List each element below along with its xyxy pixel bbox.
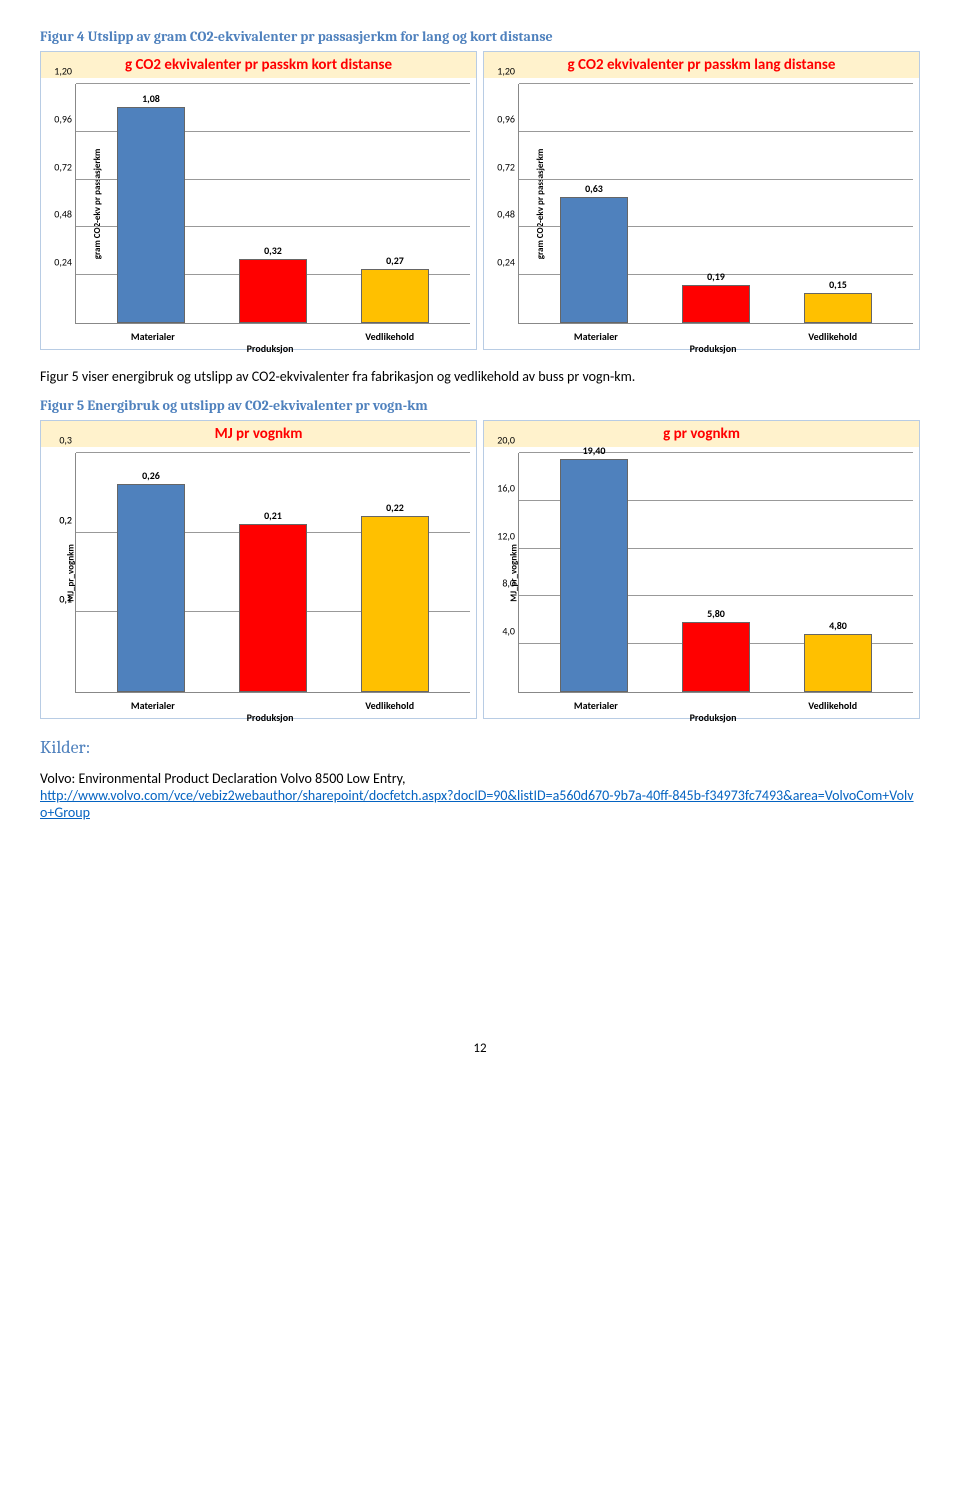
bar bbox=[117, 484, 185, 692]
bar bbox=[239, 259, 307, 323]
bars-area: 0,63 0,19 0,15 bbox=[519, 84, 913, 323]
ytick-label: 1,20 bbox=[46, 65, 72, 78]
bar-wrap: 0,22 bbox=[344, 501, 446, 692]
bar-wrap: 1,08 bbox=[100, 92, 202, 323]
chart-plot: gram CO2-ekv pr passasjerkm 0,240,480,72… bbox=[75, 84, 470, 324]
bar-value-label: 0,19 bbox=[707, 270, 725, 283]
figure-5-heading: Figur 5 Energibruk og utslipp av CO2-ekv… bbox=[40, 397, 920, 414]
x-axis-labels: Materialer Produksjon Vedlikehold bbox=[518, 699, 913, 712]
source-line: Volvo: Environmental Product Declaration… bbox=[40, 770, 920, 821]
ytick-label: 1,20 bbox=[489, 65, 515, 78]
ytick-label: 0,48 bbox=[489, 208, 515, 221]
chart-title: MJ pr vognkm bbox=[41, 421, 476, 447]
bar bbox=[560, 197, 628, 323]
chart-plot: MJ_pr_vognkm 4,08,012,016,020,019,405,80… bbox=[518, 453, 913, 693]
source-text: Volvo: Environmental Product Declaration… bbox=[40, 770, 406, 787]
ytick-label: 0,2 bbox=[46, 513, 72, 526]
bar-value-label: 0,63 bbox=[585, 182, 603, 195]
bar-value-label: 5,80 bbox=[707, 607, 725, 620]
bar-wrap: 0,26 bbox=[100, 469, 202, 692]
bar bbox=[560, 459, 628, 692]
bar-wrap: 19,40 bbox=[543, 444, 645, 692]
ytick-label: 8,0 bbox=[489, 577, 515, 590]
chart-lang-distanse: g CO2 ekvivalenter pr passkm lang distan… bbox=[483, 51, 920, 350]
ytick-label: 0,1 bbox=[46, 593, 72, 606]
x-label: Vedlikehold bbox=[365, 699, 414, 712]
x-label: Produksjon bbox=[247, 342, 294, 355]
x-axis-labels: Materialer Produksjon Vedlikehold bbox=[518, 330, 913, 343]
bar-wrap: 4,80 bbox=[787, 619, 889, 692]
x-label: Produksjon bbox=[690, 711, 737, 724]
bars-area: 1,08 0,32 0,27 bbox=[76, 84, 470, 323]
figure-4-heading: Figur 4 Utslipp av gram CO2-ekvivalenter… bbox=[40, 28, 920, 45]
chart-title: g pr vognkm bbox=[484, 421, 919, 447]
ytick-label: 20,0 bbox=[489, 434, 515, 447]
x-label: Produksjon bbox=[247, 711, 294, 724]
x-label: Materialer bbox=[131, 699, 175, 712]
bar-wrap: 0,27 bbox=[344, 254, 446, 323]
bar-wrap: 0,21 bbox=[222, 509, 324, 692]
bars-area: 19,405,804,80 bbox=[519, 453, 913, 692]
page-number: 12 bbox=[40, 1041, 920, 1056]
charts-row-2: MJ pr vognkm MJ_pr_vognkm 0,10,10,20,20,… bbox=[40, 420, 920, 719]
chart-title: g CO2 ekvivalenter pr passkm lang distan… bbox=[484, 52, 919, 78]
bar bbox=[682, 285, 750, 323]
bar-value-label: 0,22 bbox=[386, 501, 404, 514]
bar-value-label: 0,15 bbox=[829, 278, 847, 291]
bar-value-label: 4,80 bbox=[829, 619, 847, 632]
charts-row-1: g CO2 ekvivalenter pr passkm kort distan… bbox=[40, 51, 920, 350]
x-label: Materialer bbox=[574, 330, 618, 343]
chart-g-vognkm: g pr vognkm MJ_pr_vognkm 4,08,012,016,02… bbox=[483, 420, 920, 719]
x-label: Vedlikehold bbox=[365, 330, 414, 343]
bar-value-label: 0,27 bbox=[386, 254, 404, 267]
x-label: Vedlikehold bbox=[808, 699, 857, 712]
bar-wrap: 5,80 bbox=[665, 607, 767, 692]
ytick-label: 0,72 bbox=[46, 160, 72, 173]
bar-wrap: 0,32 bbox=[222, 244, 324, 323]
bar-value-label: 1,08 bbox=[142, 92, 160, 105]
source-link[interactable]: http://www.volvo.com/vce/vebiz2webauthor… bbox=[40, 787, 914, 821]
ytick-label: 0,48 bbox=[46, 208, 72, 221]
y-axis-label: MJ_pr_vognkm bbox=[508, 544, 519, 602]
sources-heading: Kilder: bbox=[40, 737, 920, 758]
ytick-label: 0,3 bbox=[46, 434, 72, 447]
bar-wrap: 0,19 bbox=[665, 270, 767, 323]
bar-value-label: 0,26 bbox=[142, 469, 160, 482]
bar bbox=[804, 634, 872, 692]
chart-plot: gram CO2-ekv pr passasjerkm 0,240,480,72… bbox=[518, 84, 913, 324]
bar-value-label: 0,21 bbox=[264, 509, 282, 522]
ytick-label: 0,96 bbox=[489, 112, 515, 125]
ytick-label: 12,0 bbox=[489, 529, 515, 542]
chart-kort-distanse: g CO2 ekvivalenter pr passkm kort distan… bbox=[40, 51, 477, 350]
bar-value-label: 19,40 bbox=[583, 444, 606, 457]
ytick-label: 0,72 bbox=[489, 160, 515, 173]
bar-wrap: 0,15 bbox=[787, 278, 889, 323]
x-axis-labels: Materialer Produksjon Vedlikehold bbox=[75, 699, 470, 712]
bars-area: 0,26 0,21 0,22 bbox=[76, 453, 470, 692]
bar bbox=[361, 269, 429, 323]
ytick-label: 0,96 bbox=[46, 112, 72, 125]
chart-plot: MJ_pr_vognkm 0,10,10,20,20,30,260,210,22 bbox=[75, 453, 470, 693]
bar bbox=[682, 622, 750, 692]
ytick-label: 0,24 bbox=[489, 256, 515, 269]
bar bbox=[361, 516, 429, 692]
bar bbox=[804, 293, 872, 323]
x-axis-labels: Materialer Produksjon Vedlikehold bbox=[75, 330, 470, 343]
x-label: Vedlikehold bbox=[808, 330, 857, 343]
x-label: Produksjon bbox=[690, 342, 737, 355]
x-label: Materialer bbox=[131, 330, 175, 343]
bar bbox=[117, 107, 185, 323]
ytick-label: 16,0 bbox=[489, 481, 515, 494]
chart-mj-vognkm: MJ pr vognkm MJ_pr_vognkm 0,10,10,20,20,… bbox=[40, 420, 477, 719]
x-label: Materialer bbox=[574, 699, 618, 712]
bar bbox=[239, 524, 307, 692]
bar-wrap: 0,63 bbox=[543, 182, 645, 323]
bar-value-label: 0,32 bbox=[264, 244, 282, 257]
chart-title: g CO2 ekvivalenter pr passkm kort distan… bbox=[41, 52, 476, 78]
ytick-label: 4,0 bbox=[489, 625, 515, 638]
ytick-label: 0,24 bbox=[46, 256, 72, 269]
figure-5-intro-text: Figur 5 viser energibruk og utslipp av C… bbox=[40, 368, 920, 385]
